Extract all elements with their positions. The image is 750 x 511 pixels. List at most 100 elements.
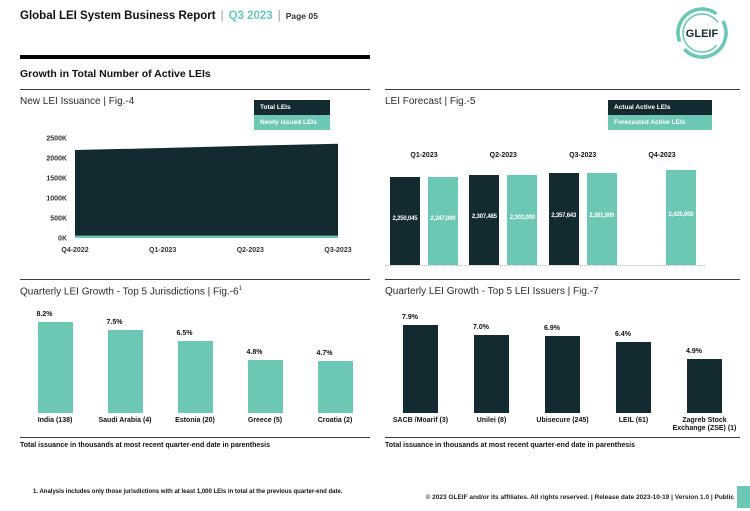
category-label: Greece (5) — [247, 417, 283, 424]
bar-value-label: 2,250,045 — [392, 215, 418, 222]
bar-value-label: 2,361,000 — [589, 213, 615, 220]
panel-new-lei-issuance: New LEI Issuance | Fig.-4 Total LEIs New… — [20, 89, 370, 275]
forecasted-active-leis-bar: 2,247,000 — [428, 176, 458, 265]
pct-value-label: 6.5% — [176, 329, 193, 337]
area-chart-fig4: 2500K 2000K 1500K 1000K 500K 0K Q4-2022 Q1-2023… — [20, 128, 370, 270]
category-label: India (138) — [37, 417, 73, 424]
bar-value-label: 2,307,485 — [471, 214, 497, 221]
legend-label: Actual Active LEIs — [614, 104, 671, 111]
category-label: Saudi Arabia (4) — [98, 417, 152, 424]
y-axis-tick: 0K — [58, 236, 67, 243]
chart-title-fig5: LEI Forecast | Fig.-5 — [385, 96, 476, 107]
pct-bar — [616, 341, 651, 413]
actual-active-leis-bar: 2,250,045 — [390, 176, 420, 265]
chart-title-fig6-text: Quarterly LEI Growth - Top 5 Jurisdictio… — [20, 286, 239, 298]
category-label: Croatia (2) — [317, 417, 353, 424]
pct-bar — [687, 358, 722, 413]
x-axis-tick: Q3-2023 — [324, 247, 351, 254]
chart-title-fig7: Quarterly LEI Growth - Top 5 LEI Issuers… — [385, 286, 599, 297]
category-label: Ubisecure (245) — [536, 417, 589, 424]
category-label: LEIL (61) — [618, 417, 649, 424]
fig5-quarter-label: Q1-2023 — [410, 152, 438, 159]
legend-item-actual-active-leis: Actual Active LEIs — [608, 100, 712, 115]
gleif-logo-text: GLEIF — [686, 28, 719, 40]
y-axis-tick: 2500K — [46, 136, 67, 143]
panel-top5-issuers: Quarterly LEI Growth - Top 5 LEI Issuers… — [385, 279, 740, 456]
y-axis-tick: 1000K — [46, 196, 67, 203]
legend-item-newly-issued-leis: Newly Issued LEIs — [254, 115, 330, 130]
category-label: Zagreb Stock Exchange (ZSE) (1) — [672, 417, 737, 433]
pct-value-label: 4.9% — [686, 347, 702, 355]
bar-chart-fig6: 8.2% 7.5% 6.5% 4.8% 4.7% — [20, 308, 370, 413]
y-axis-tick: 500K — [50, 216, 67, 223]
chart-title-fig6-footnote-mark: 1 — [238, 286, 242, 292]
separator: | — [220, 10, 224, 22]
legend-fig5: Actual Active LEIs Forecasted Active LEI… — [608, 100, 712, 130]
pct-value-label: 4.7% — [316, 349, 333, 357]
newly-issued-area — [75, 235, 338, 238]
panel-lei-forecast: LEI Forecast | Fig.-5 Actual Active LEIs… — [385, 89, 740, 275]
fig6-category-labels: India (138) Saudi Arabia (4) Estonia (20) G… — [20, 417, 370, 435]
actual-active-leis-bar: 2,357,643 — [548, 172, 579, 265]
y-axis-tick: 2000K — [46, 156, 67, 163]
forecasted-active-leis-bar: 2,361,000 — [586, 172, 617, 265]
section-title: Growth in Total Number of Active LEIs — [20, 68, 211, 80]
pct-value-label: 7.5% — [106, 318, 123, 326]
chart-caption-fig6: Total issuance in thousands at most rece… — [20, 442, 270, 449]
bar-chart-fig5: 2,250,045 2,247,000 2,307,485 2,302,000 2,35… — [385, 164, 705, 266]
x-axis-tick: Q2-2023 — [237, 247, 264, 254]
bar-value-label: 2,357,643 — [551, 213, 577, 220]
pct-bar — [474, 335, 509, 413]
y-axis-tick: 1500K — [46, 176, 67, 183]
bar-chart-fig7: 7.9% 7.0% 6.9% 6.4% 4.9% — [385, 308, 740, 413]
legend-item-total-leis: Total LEIs — [254, 100, 330, 115]
x-axis-tick: Q4-2022 — [61, 247, 88, 254]
corner-accent — [737, 486, 750, 508]
forecasted-active-leis-bar: 2,425,000 — [666, 170, 696, 265]
legend-item-forecasted-active-leis: Forecasted Active LEIs — [608, 115, 712, 130]
chart-title-fig6: Quarterly LEI Growth - Top 5 Jurisdictio… — [20, 286, 242, 297]
pct-value-label: 4.8% — [246, 348, 263, 356]
legend-fig4: Total LEIs Newly Issued LEIs — [254, 100, 330, 130]
footnote: 1. Analysis includes only those jurisdic… — [33, 489, 343, 495]
pct-bar — [403, 325, 438, 413]
bar-value-label: 2,247,000 — [430, 215, 456, 222]
pct-value-label: 6.9% — [544, 325, 560, 333]
fig4-svg: 2500K 2000K 1500K 1000K 500K 0K Q4-2022 Q1-2023… — [46, 136, 351, 255]
report-period: Q3 2023 — [228, 10, 273, 22]
category-label: Unilei (8) — [476, 417, 507, 424]
gleif-logo: GLEIF — [666, 3, 738, 63]
category-label: Estonia (20) — [175, 417, 215, 424]
forecasted-active-leis-bar: 2,302,000 — [507, 174, 538, 265]
pct-value-label: 6.4% — [615, 330, 631, 338]
pct-value-label: 8.2% — [36, 310, 53, 318]
bar-value-label: 2,302,000 — [509, 214, 535, 221]
pct-bar — [545, 336, 580, 413]
pct-bar — [317, 360, 353, 413]
panel-top5-jurisdictions: Quarterly LEI Growth - Top 5 Jurisdictio… — [20, 279, 370, 456]
pct-bar — [107, 329, 143, 413]
pct-value-label: 7.0% — [473, 324, 489, 332]
fig7-category-labels: SACB /Moarif (3) Unilei (8) Ubisecure (245… — [385, 417, 740, 435]
x-axis-tick: Q1-2023 — [149, 247, 176, 254]
actual-active-leis-bar: 2,307,485 — [469, 174, 500, 265]
gleif-logo-svg: GLEIF — [676, 7, 728, 59]
header-rule — [20, 55, 370, 59]
caption-divider — [20, 437, 370, 438]
fig5-quarter-label: Q3-2023 — [569, 152, 597, 159]
page-number: Page 05 — [285, 11, 318, 21]
chart-title-fig4: New LEI Issuance | Fig.-4 — [20, 96, 135, 107]
total-leis-area — [75, 143, 338, 238]
pct-bar — [177, 340, 213, 413]
separator: | — [277, 10, 281, 22]
report-title: Global LEI System Business Report — [20, 10, 216, 22]
legend-label: Total LEIs — [260, 104, 291, 111]
legend-label: Newly Issued LEIs — [260, 119, 317, 126]
pct-value-label: 7.9% — [402, 314, 418, 322]
pct-bar — [37, 321, 73, 413]
chart-caption-fig7: Total issuance in thousands at most rece… — [385, 442, 635, 449]
pct-bar — [247, 359, 283, 413]
report-title-line: Global LEI System Business Report | Q3 202… — [20, 10, 318, 22]
fig5-quarter-labels: Q1-2023 Q2-2023 Q3-2023 Q4-2023 — [385, 152, 740, 162]
